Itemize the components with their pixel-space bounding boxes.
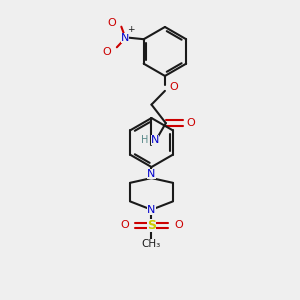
Text: N: N [151,135,159,146]
Text: CH₃: CH₃ [142,239,161,249]
Text: S: S [147,219,156,232]
Text: O: O [107,18,116,28]
Text: +: + [127,25,134,34]
Text: O: O [120,220,129,230]
Text: N: N [147,205,156,215]
Text: N: N [121,33,129,43]
Text: H: H [141,135,148,146]
Text: O: O [102,47,111,57]
Text: O: O [174,220,183,230]
Text: O: O [169,82,178,92]
Text: N: N [147,169,156,179]
Text: O: O [187,118,196,128]
